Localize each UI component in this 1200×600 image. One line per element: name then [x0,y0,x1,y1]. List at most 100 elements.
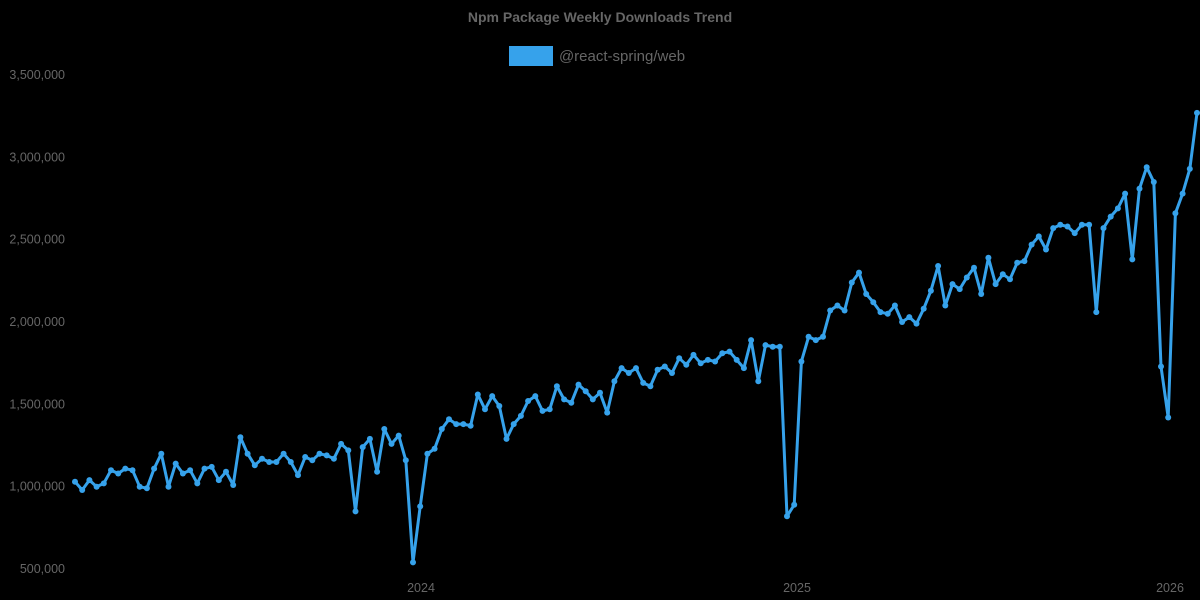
data-point[interactable] [891,302,898,309]
data-point[interactable] [791,501,798,508]
data-point[interactable] [1086,221,1093,228]
data-point[interactable] [1114,205,1121,212]
data-point[interactable] [115,470,122,477]
data-point[interactable] [582,388,589,395]
data-point[interactable] [330,455,337,462]
data-point[interactable] [503,435,510,442]
data-point[interactable] [266,459,273,465]
data-point[interactable] [1100,225,1107,232]
data-point[interactable] [1172,210,1179,217]
data-point[interactable] [86,477,93,484]
data-point[interactable] [762,342,769,349]
data-point[interactable] [841,307,848,314]
data-point[interactable] [1136,185,1143,192]
data-point[interactable] [467,422,474,429]
data-point[interactable] [208,463,215,470]
data-point[interactable] [474,391,481,398]
data-point[interactable] [870,299,877,306]
data-point[interactable] [395,432,402,439]
data-point[interactable] [704,356,711,363]
data-point[interactable] [913,320,920,327]
data-point[interactable] [72,478,78,485]
data-point[interactable] [431,445,438,452]
data-point[interactable] [215,477,222,484]
data-point[interactable] [784,513,790,520]
data-point[interactable] [517,412,524,419]
data-point[interactable] [1057,221,1064,228]
data-point[interactable] [251,462,258,469]
data-point[interactable] [553,383,560,390]
data-point[interactable] [1150,179,1157,185]
data-point[interactable] [776,343,783,350]
data-point[interactable] [589,396,596,403]
data-point[interactable] [669,370,675,376]
data-point[interactable] [309,457,316,464]
data-point[interactable] [489,393,496,400]
data-point[interactable] [676,355,683,362]
data-point[interactable] [460,421,467,428]
data-point[interactable] [740,365,747,372]
data-point[interactable] [1014,259,1021,266]
data-point[interactable] [172,460,179,467]
data-point[interactable] [661,363,668,370]
data-point[interactable] [1050,225,1057,232]
data-point[interactable] [927,287,934,294]
data-point[interactable] [388,440,395,447]
data-point[interactable] [482,406,488,413]
data-point[interactable] [1143,164,1150,171]
data-point[interactable] [863,291,870,297]
data-point[interactable] [143,485,150,492]
data-point[interactable] [496,403,503,409]
data-point[interactable] [561,396,568,403]
data-point[interactable] [935,263,942,269]
legend-swatch[interactable] [508,46,553,66]
data-point[interactable] [920,305,927,312]
data-point[interactable] [1028,241,1035,248]
data-point[interactable] [532,393,539,400]
data-point[interactable] [453,421,460,428]
data-point[interactable] [568,399,575,406]
data-point[interactable] [539,407,546,414]
data-point[interactable] [338,440,345,447]
data-point[interactable] [1078,221,1085,228]
data-point[interactable] [690,351,697,358]
data-point[interactable] [769,343,776,350]
data-point[interactable] [280,450,287,457]
data-point[interactable] [244,450,251,457]
data-point[interactable] [1107,213,1114,220]
data-point[interactable] [755,378,762,385]
data-point[interactable] [446,416,452,423]
data-point[interactable] [108,467,114,474]
data-point[interactable] [1194,109,1200,116]
data-point[interactable] [633,365,639,372]
data-point[interactable] [187,467,194,474]
data-point[interactable] [158,450,165,457]
data-point[interactable] [999,271,1006,278]
data-point[interactable] [856,269,862,276]
data-point[interactable] [100,480,107,487]
data-point[interactable] [366,435,373,442]
data-point[interactable] [618,365,625,372]
data-point[interactable] [79,487,86,493]
data-point[interactable] [1186,165,1193,172]
data-point[interactable] [877,309,884,316]
data-point[interactable] [165,483,172,490]
data-point[interactable] [956,286,963,293]
data-point[interactable] [273,459,280,465]
data-point[interactable] [1035,233,1042,240]
data-point[interactable] [438,426,445,432]
data-point[interactable] [827,307,834,314]
data-point[interactable] [1064,223,1071,230]
data-point[interactable] [625,370,632,376]
data-point[interactable] [237,434,244,441]
data-point[interactable] [525,398,532,404]
data-point[interactable] [726,348,733,355]
data-point[interactable] [1165,414,1172,421]
data-point[interactable] [230,482,237,488]
data-point[interactable] [942,302,949,309]
data-point[interactable] [179,470,186,477]
data-point[interactable] [712,358,719,365]
data-point[interactable] [949,281,956,288]
data-point[interactable] [223,468,229,475]
data-point[interactable] [345,447,352,454]
